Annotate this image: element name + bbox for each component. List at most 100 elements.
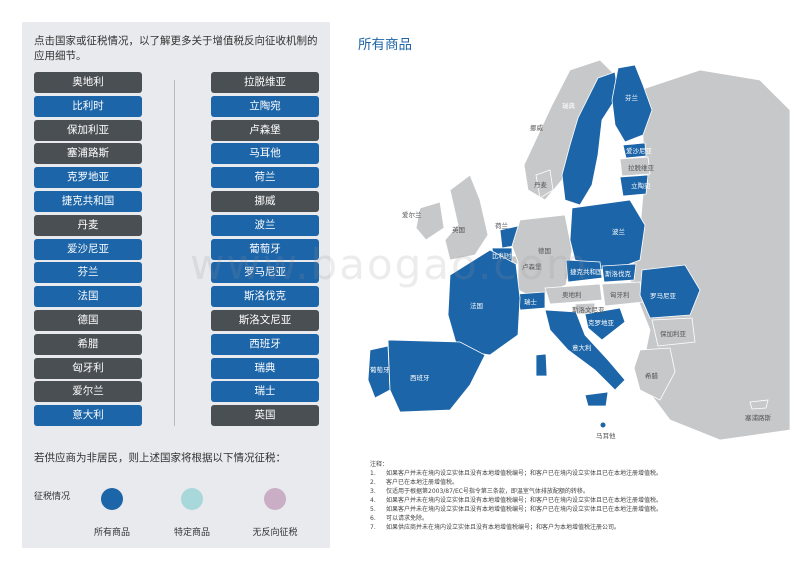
map-czech[interactable]	[565, 259, 603, 283]
country-list-panel: 点击国家或征税情况，以了解更多关于增值税反向征收机制的应用细节。 奥地利 比利时保…	[22, 22, 330, 548]
legend-caption-specific-goods: 特定商品	[173, 528, 210, 538]
country-button[interactable]: 希腊	[34, 333, 142, 355]
country-button[interactable]: 斯洛文尼亚	[211, 310, 319, 331]
note-text: 如果客户并未在境内设立实体且没有本地增值税编号；和客户已在境内设立实体且已在本地…	[386, 506, 663, 513]
note-text: 可以请求免除。	[386, 515, 429, 522]
country-button[interactable]: 英国	[211, 405, 319, 427]
country-button[interactable]: 斯洛伐克	[211, 286, 319, 308]
country-button[interactable]: 法国	[34, 286, 142, 308]
country-button[interactable]: 芬兰	[34, 262, 142, 284]
note-number: 4.	[370, 497, 376, 504]
note-text: 如果客户并未在境内设立实体且没有本地增值税编号；和客户已在境内设立实体且已在本地…	[386, 470, 663, 477]
map-spain[interactable]	[387, 339, 486, 413]
map-label-luxembourg: 卢森堡	[522, 262, 542, 271]
map-label-austria: 奥地利	[562, 290, 582, 299]
map-romania[interactable]	[639, 264, 701, 319]
country-button[interactable]: 捷克共和国	[34, 191, 142, 212]
country-button[interactable]: 丹麦	[34, 214, 142, 236]
map-lithuania[interactable]	[619, 174, 649, 197]
legend-dot-specific-goods[interactable]	[181, 488, 203, 510]
map-label-ireland: 爱尔兰	[402, 210, 422, 219]
map-label-portugal: 葡萄牙	[370, 365, 390, 374]
map-bulgaria[interactable]	[651, 317, 696, 347]
map-malta[interactable]	[600, 422, 606, 428]
map-italy[interactable]	[544, 309, 626, 391]
country-button[interactable]: 爱沙尼亚	[34, 238, 142, 260]
column-divider	[174, 80, 175, 426]
country-button[interactable]: 瑞士	[211, 381, 319, 403]
note-item: 4. 如果客户并未在境内设立实体且没有本地增值税编号；和客户已在境内设立实体且已在…	[370, 496, 780, 505]
map-label-slovenia: 斯洛文尼亚	[572, 305, 605, 314]
country-button[interactable]: 爱尔兰	[34, 381, 142, 403]
note-item: 1. 如果客户并未在境内设立实体且没有本地增值税编号；和客户已在境内设立实体且已在…	[370, 469, 780, 478]
legend-dot-no-reverse-charge[interactable]	[264, 488, 286, 510]
note-number: 1.	[370, 470, 376, 477]
map-austria[interactable]	[544, 283, 603, 305]
map-label-czech: 捷克共和国	[570, 267, 603, 276]
map-france[interactable]	[447, 249, 521, 356]
map-germany[interactable]	[511, 214, 573, 299]
map-slovakia[interactable]	[601, 263, 637, 283]
map-label-hungary: 匈牙利	[610, 290, 630, 299]
country-button[interactable]: 波兰	[211, 214, 319, 236]
europe-map: 芬兰 瑞典 挪威 爱沙尼亚 拉脱维亚 立陶宛 丹麦 爱尔兰 英国 荷兰 比利时 …	[367, 59, 790, 441]
country-button[interactable]: 罗马尼亚	[211, 262, 319, 284]
map-label-spain: 西班牙	[410, 373, 430, 382]
map-sicily[interactable]	[584, 391, 609, 407]
map-sardinia[interactable]	[535, 353, 548, 377]
country-button[interactable]: 卢森堡	[211, 119, 319, 141]
map-cyprus[interactable]	[749, 399, 769, 410]
map-uk[interactable]	[444, 174, 489, 261]
note-text: 客户已在本地注册增值税。	[386, 479, 459, 486]
country-button[interactable]: 奥地利	[34, 72, 142, 93]
map-label-malta: 马耳他	[596, 431, 616, 440]
legend-label: 征税情况	[34, 492, 71, 502]
country-button[interactable]: 西班牙	[211, 333, 319, 355]
country-button[interactable]: 立陶宛	[211, 95, 319, 117]
country-button[interactable]: 匈牙利	[34, 357, 142, 379]
map-label-lithuania: 立陶宛	[631, 181, 651, 190]
country-button[interactable]: 德国	[34, 310, 142, 331]
note-item: 6. 可以请求免除。	[370, 514, 780, 523]
note-number: 7.	[370, 524, 376, 531]
map-label-norway: 挪威	[530, 123, 544, 132]
map-label-belgium: 比利时	[492, 251, 512, 260]
nonresident-text: 若供应商为非居民，则上述国家将根据以下情况征税：	[34, 452, 286, 464]
map-croatia[interactable]	[584, 307, 626, 341]
map-latvia[interactable]	[619, 156, 651, 177]
map-finland[interactable]	[611, 64, 653, 143]
legend-caption-no-reverse-charge: 无反向征税	[252, 528, 298, 538]
country-button[interactable]: 葡萄牙	[211, 238, 319, 260]
note-text: 仅适用于根据第2003/87/EC号指令第三条款，即温室气体排放配额的转移。	[386, 488, 589, 495]
map-label-netherlands: 荷兰	[495, 221, 509, 230]
country-button[interactable]: 塞浦路斯	[34, 143, 142, 165]
intro-text: 点击国家或征税情况，以了解更多关于增值税反向征收机制的应用细节。	[34, 35, 318, 62]
map-label-france: 法国	[470, 301, 483, 310]
map-denmark[interactable]	[535, 169, 554, 199]
map-label-croatia: 克罗地亚	[588, 318, 615, 327]
map-label-italy: 意大利	[572, 343, 592, 352]
map-title: 所有商品	[358, 37, 412, 53]
map-portugal[interactable]	[367, 345, 391, 399]
country-button[interactable]: 马耳他	[211, 143, 319, 165]
country-button[interactable]: 意大利	[34, 405, 142, 427]
country-button[interactable]: 挪威	[211, 191, 319, 212]
map-label-switzerland: 瑞士	[524, 297, 538, 306]
notes-list: 1. 如果客户并未在境内设立实体且没有本地增值税编号；和客户已在境内设立实体且已在…	[370, 469, 780, 532]
map-greece[interactable]	[633, 347, 676, 401]
country-button[interactable]: 比利时	[34, 95, 142, 117]
map-estonia[interactable]	[622, 142, 647, 159]
map-label-slovakia: 斯洛伐克	[605, 269, 632, 278]
country-button[interactable]: 瑞典	[211, 357, 319, 379]
legend-dot-all-goods[interactable]	[101, 488, 123, 510]
map-label-estonia: 爱沙尼亚	[626, 147, 653, 155]
map-ireland[interactable]	[415, 201, 445, 241]
legend-caption-all-goods: 所有商品	[93, 528, 130, 538]
country-button[interactable]: 荷兰	[211, 167, 319, 189]
note-number: 6.	[370, 515, 376, 522]
note-text: 如果供应商并未在境内设立实体且没有本地增值税编号；和客户为本地增值税注册公司。	[386, 524, 621, 531]
country-button[interactable]: 克罗地亚	[34, 167, 142, 189]
country-button[interactable]: 保加利亚	[34, 119, 142, 141]
map-label-uk: 英国	[452, 225, 465, 234]
country-button[interactable]: 拉脱维亚	[211, 72, 319, 93]
